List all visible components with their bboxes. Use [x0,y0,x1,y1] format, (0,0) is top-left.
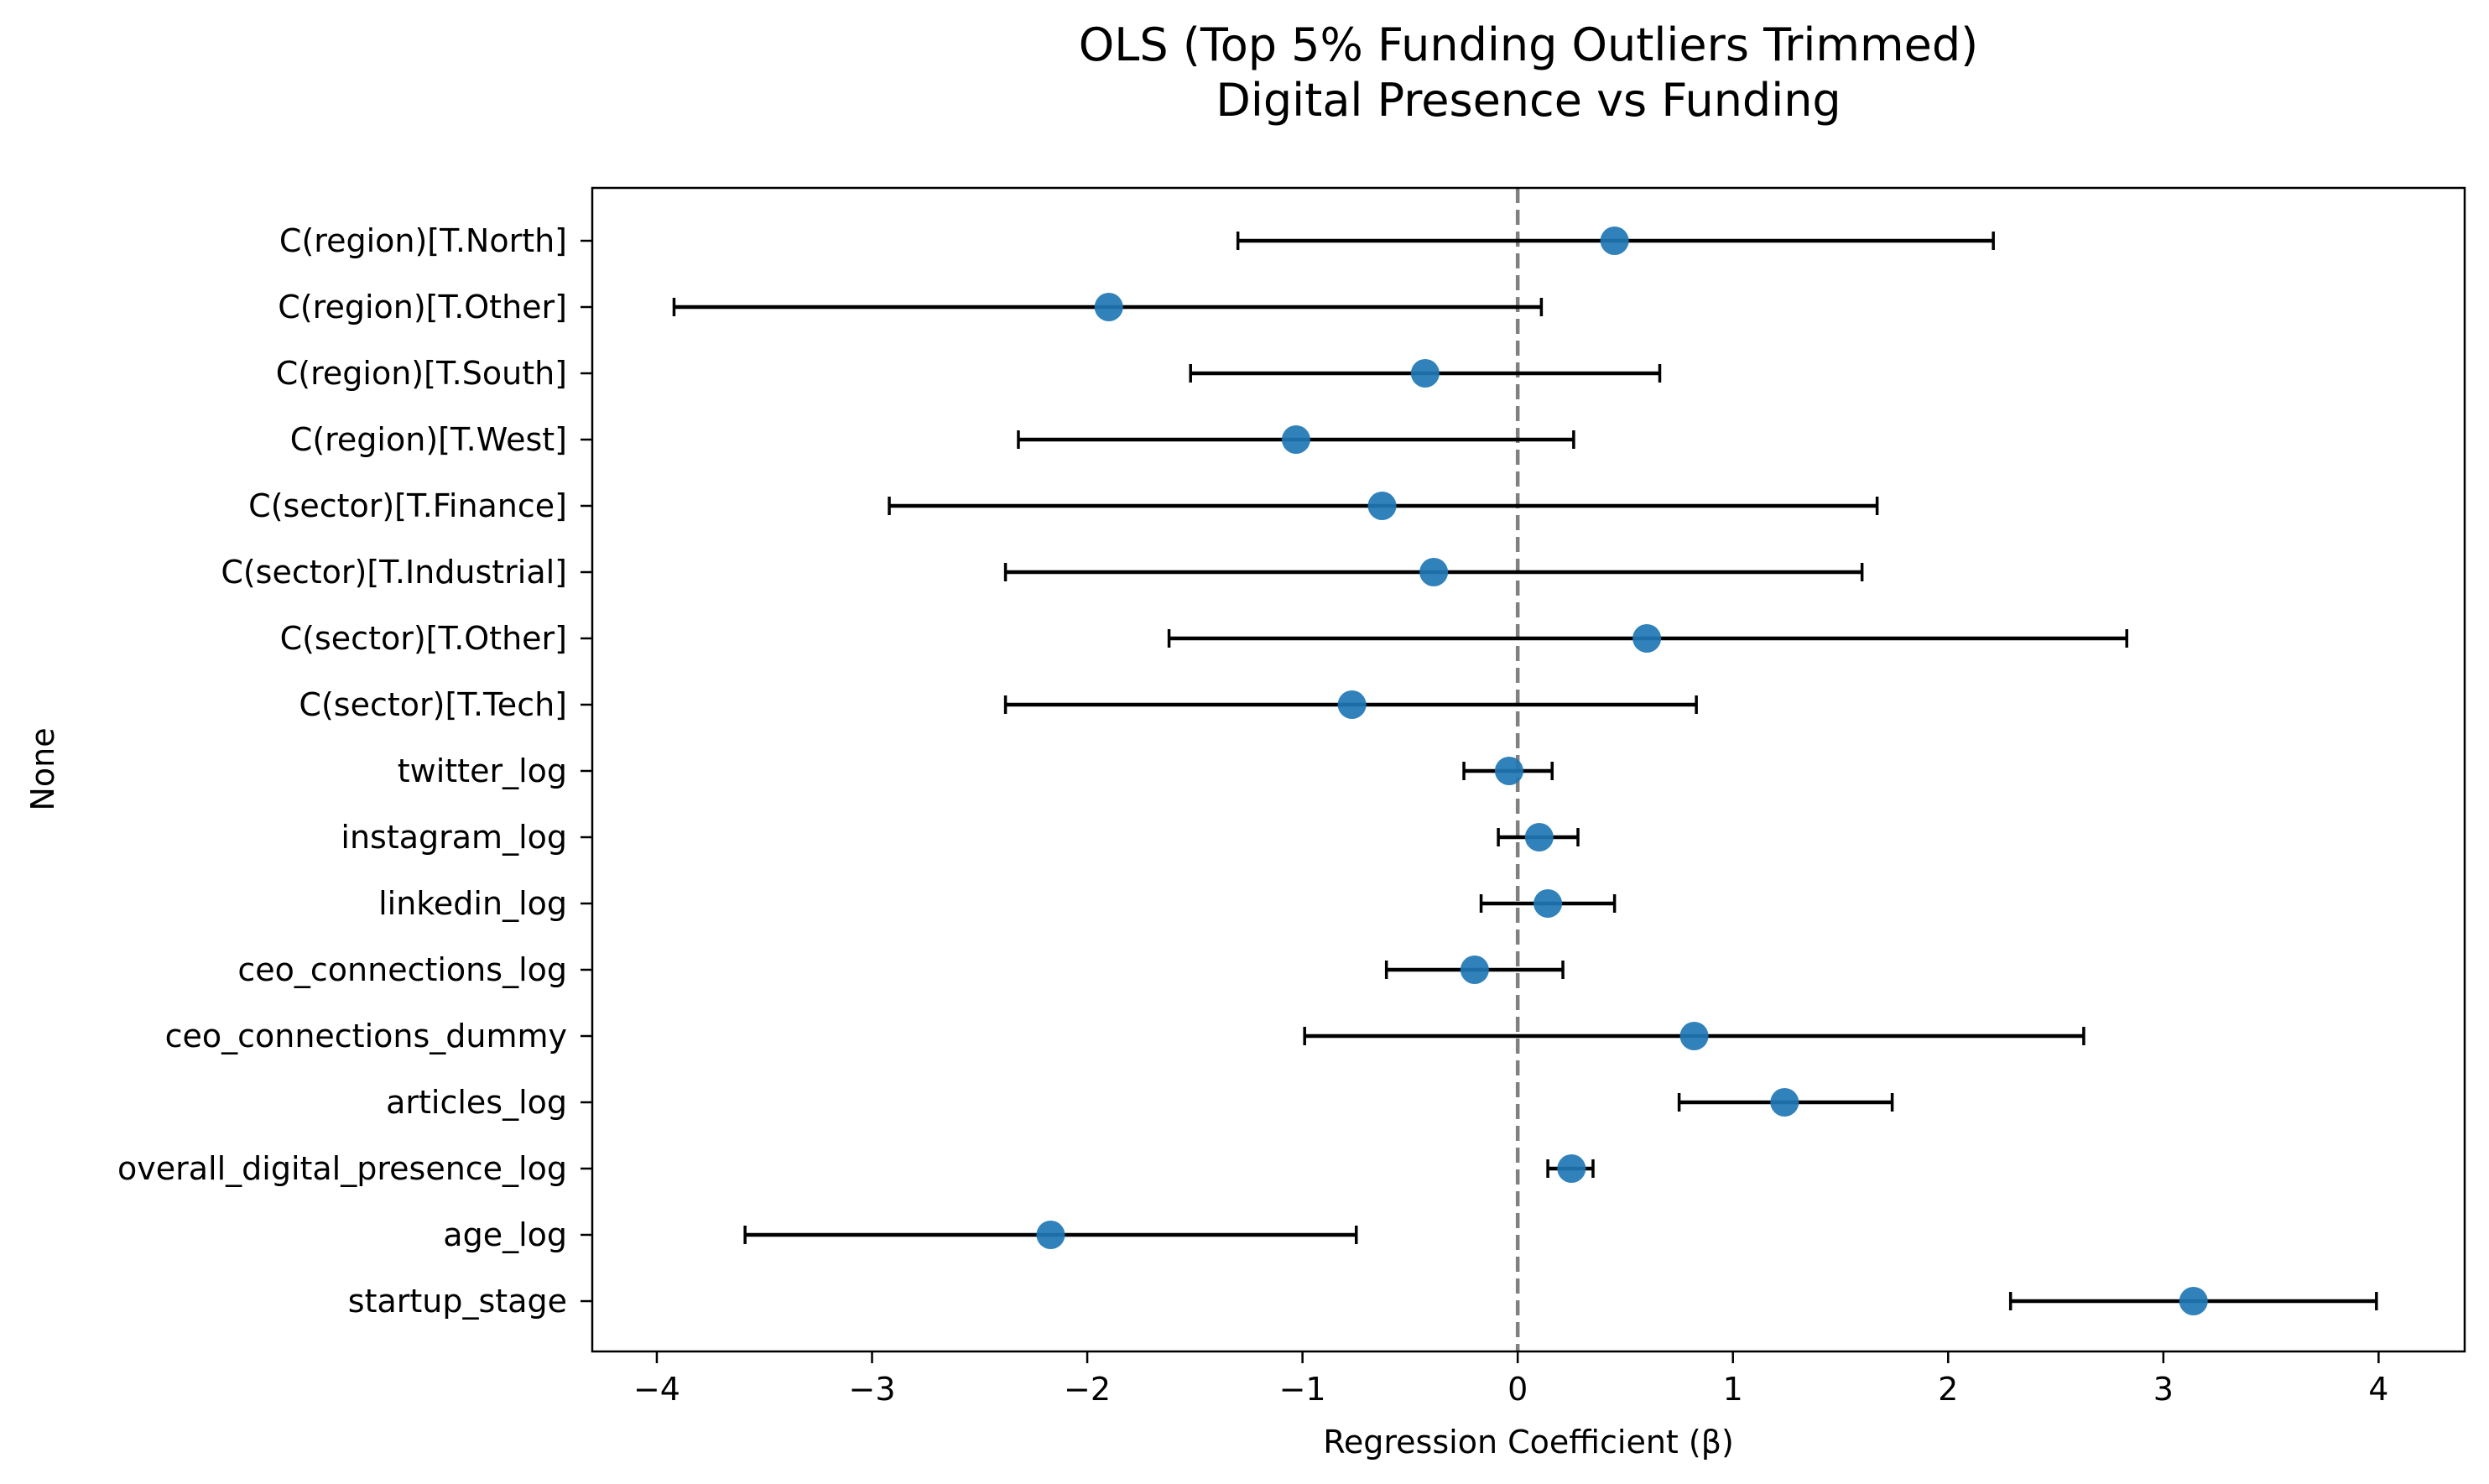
point-layer [1036,227,2208,1315]
y-tick-label: articles_log [386,1084,567,1121]
coefficient-point [1419,558,1449,586]
coefficient-point [1494,757,1523,785]
coefficient-point [1460,955,1489,984]
x-tick-label: −1 [1279,1371,1326,1408]
y-tick-label: instagram_log [341,819,567,856]
y-tick-label: startup_stage [348,1283,567,1320]
coefficient-point [1524,823,1554,851]
y-tick-label: ceo_connections_log [237,951,567,988]
coefficient-point [1533,889,1563,918]
coefficient-point [1410,359,1440,388]
x-tick-label: −4 [633,1371,680,1408]
coefficient-point [1094,293,1123,321]
coefficient-point [1337,690,1367,719]
y-tick-label: C(region)[T.West] [290,421,567,458]
y-tick-label: C(sector)[T.Tech] [299,686,567,723]
y-tick-label: C(sector)[T.Other] [280,620,567,657]
y-tick-label: C(region)[T.North] [279,222,567,259]
y-tick-label: linkedin_log [378,885,567,922]
coefficient-point [1600,227,1629,255]
coefficient-point [2179,1287,2208,1315]
coefficient-point [1770,1088,1799,1117]
x-tick-label: 1 [1723,1371,1743,1408]
y-tick-label: C(region)[T.South] [276,355,567,392]
y-tick-label: twitter_log [398,752,567,789]
coefficient-point [1281,425,1310,454]
plot-frame [591,186,2466,1353]
y-tick-label: C(sector)[T.Industrial] [221,554,567,591]
coefficient-point [1632,624,1662,653]
chart-title-line-2: Digital Presence vs Funding [1216,74,1841,127]
y-tick-label: ceo_connections_dummy [165,1018,567,1054]
coefficient-point [1679,1022,1709,1050]
x-tick-label: 4 [2368,1371,2388,1408]
coefficient-point [1036,1221,1065,1249]
y-tick-label: C(sector)[T.Finance] [248,487,567,524]
x-axis-label: Regression Coefficient (β) [1323,1424,1734,1461]
chart-title: OLS (Top 5% Funding Outliers Trimmed) Di… [1079,18,1978,127]
chart-title-line-1: OLS (Top 5% Funding Outliers Trimmed) [1079,18,1978,71]
x-tick-label: −3 [849,1371,896,1408]
y-axis-ticks: C(region)[T.North] C(region)[T.Other] C(re… [117,222,592,1320]
x-tick-label: −2 [1064,1371,1111,1408]
x-tick-label: 3 [2153,1371,2174,1408]
y-tick-label: C(region)[T.Other] [278,289,567,325]
coefficient-point [1557,1154,1586,1183]
y-axis-label: None [24,727,61,810]
y-tick-label: overall_digital_presence_log [117,1150,567,1187]
x-tick-label: 2 [1938,1371,1958,1408]
x-tick-label: 0 [1507,1371,1528,1408]
coefficient-point [1367,492,1397,520]
x-axis-ticks: −4 −3 −2 −1 0 1 2 3 4 [633,1351,2388,1408]
y-tick-label: age_log [443,1216,567,1253]
